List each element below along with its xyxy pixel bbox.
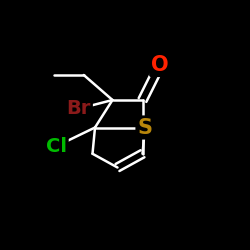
Text: O: O (151, 55, 169, 75)
Text: Cl: Cl (46, 137, 67, 156)
Text: Br: Br (66, 99, 91, 118)
Text: S: S (138, 118, 152, 138)
